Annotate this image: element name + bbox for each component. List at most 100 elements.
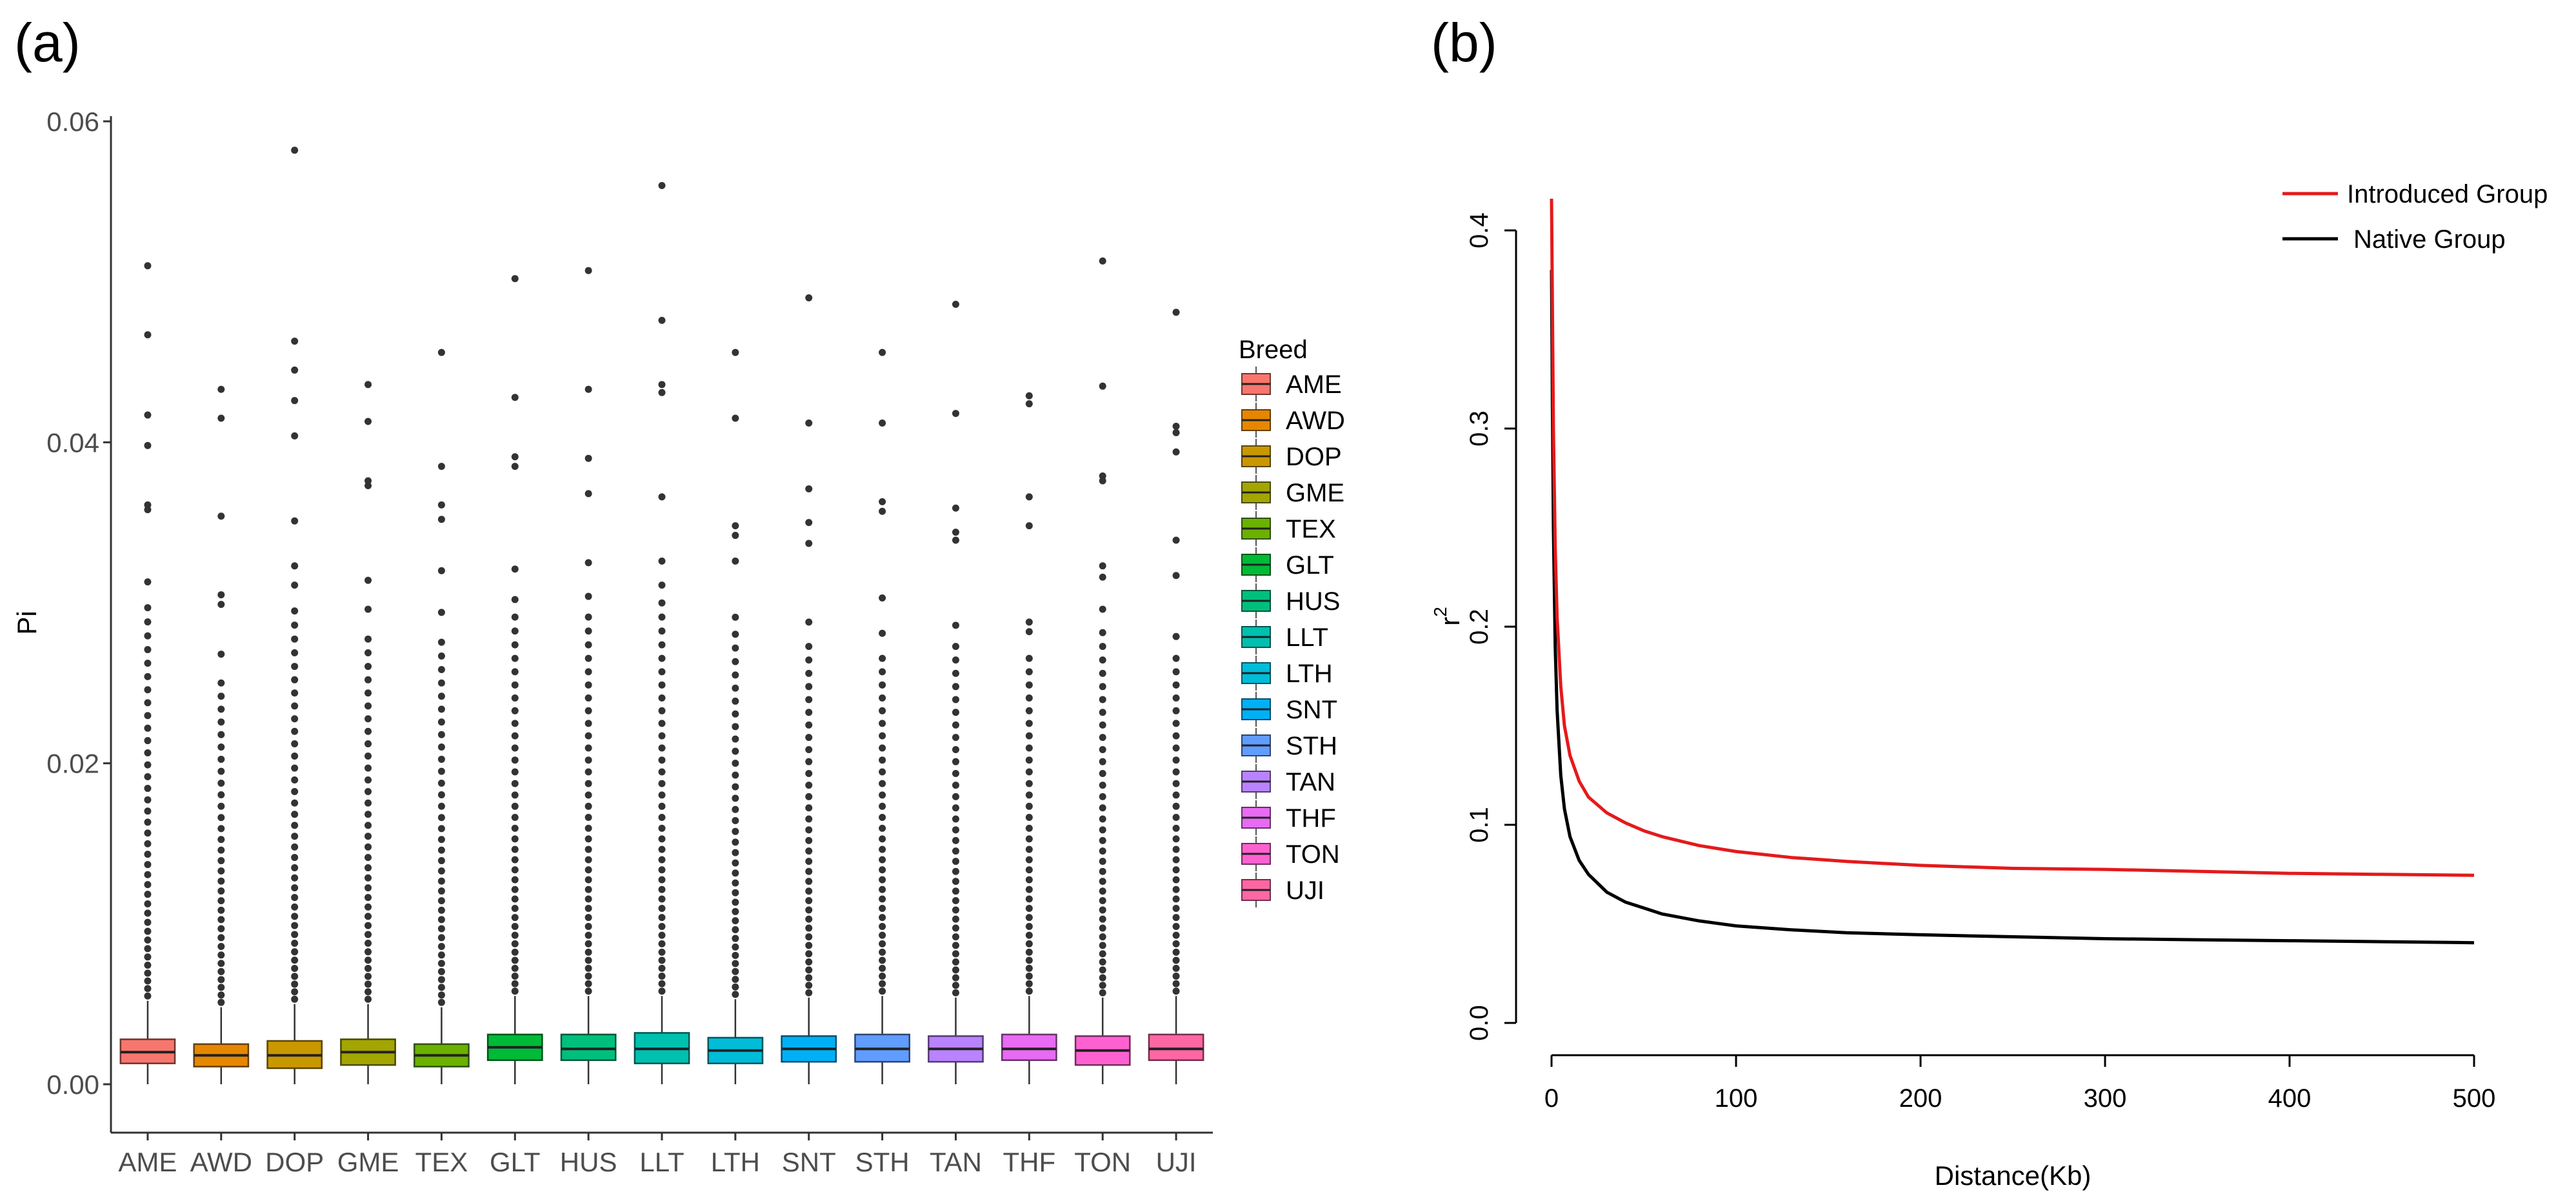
outlier-point [1099, 887, 1106, 895]
legend-label-tan: TAN [1286, 768, 1335, 796]
outlier-point [437, 692, 445, 700]
outlier-point [584, 780, 592, 787]
outlier-point [144, 871, 152, 878]
outlier-point [658, 581, 666, 589]
outlier-point [1025, 768, 1033, 776]
outlier-point [952, 958, 959, 966]
outlier-point [364, 811, 372, 818]
outlier-point [291, 940, 299, 947]
outlier-point [437, 516, 445, 523]
outlier-point [437, 877, 445, 885]
outlier-point [364, 988, 372, 996]
outlier-point [584, 914, 592, 922]
outlier-point [437, 652, 445, 660]
outlier-point [658, 940, 666, 947]
outlier-point [658, 744, 666, 752]
outlier-point [584, 987, 592, 995]
outlier-point [732, 869, 739, 877]
outlier-point [1172, 931, 1180, 939]
outlier-point [217, 705, 225, 713]
outlier-point [1025, 813, 1033, 821]
outlier-point [805, 867, 813, 875]
panel-a-x-tick-label: LLT [639, 1147, 684, 1177]
outlier-point [1025, 876, 1033, 884]
outlier-point [584, 490, 592, 498]
outlier-point [1099, 858, 1106, 865]
outlier-point [511, 394, 519, 401]
outlier-point [805, 519, 813, 527]
outlier-point [217, 857, 225, 865]
outlier-point [584, 592, 592, 600]
outlier-point [584, 768, 592, 776]
outlier-point [805, 887, 813, 895]
box-uji [1148, 1033, 1204, 1061]
outlier-point [879, 419, 886, 427]
outlier-point [1099, 804, 1106, 812]
outlier-point [1099, 721, 1106, 729]
outlier-point [658, 668, 666, 676]
outlier-point [1172, 632, 1180, 640]
outlier-point [1025, 964, 1033, 972]
outlier-point [805, 709, 813, 716]
legend-label-dop: DOP [1286, 443, 1342, 471]
outlier-point [291, 622, 299, 629]
outlier-point [879, 654, 886, 662]
outlier-point [1025, 628, 1033, 636]
series-line-introduced-group [1550, 198, 2475, 877]
outlier-point [1025, 522, 1033, 530]
outlier-point [1172, 744, 1180, 752]
panel-a-boxplot: (a) Pi AME AWD DOP GME TEX GLT HUS LLT LTH SNT STH… [12, 12, 1345, 1177]
outlier-point [217, 925, 225, 933]
outlier-point [291, 988, 299, 996]
outlier-point [144, 737, 152, 745]
outlier-point [1025, 732, 1033, 740]
outlier-point [291, 948, 299, 956]
outlier-point [511, 856, 519, 864]
outlier-point [291, 833, 299, 840]
outlier-point [511, 596, 519, 603]
outlier-point [1172, 972, 1180, 980]
outlier-point [1099, 966, 1106, 974]
legend-label-awd: AWD [1286, 407, 1345, 435]
panel-b-x-ticks: 0 100 200 300 400 500 [1544, 1055, 2495, 1113]
outlier-point [217, 743, 225, 751]
outlier-point [584, 856, 592, 864]
outlier-point [364, 605, 372, 613]
outlier-point [511, 802, 519, 810]
outlier-point [658, 813, 666, 821]
outlier-point [805, 847, 813, 855]
outlier-point [1099, 257, 1106, 265]
outlier-point [144, 829, 152, 837]
outlier-point [217, 934, 225, 942]
outlier-point [217, 718, 225, 726]
outlier-point [1172, 835, 1180, 843]
panel-a-x-ticks: AME AWD DOP GME TEX GLT HUS LLT LTH SNT STH TAN THF T… [118, 1133, 1197, 1177]
outlier-point [584, 866, 592, 874]
outlier-point [732, 747, 739, 755]
outlier-point [732, 723, 739, 731]
outlier-point [1025, 392, 1033, 399]
panel-b-x-tick-label: 300 [2084, 1084, 2127, 1113]
outlier-point [144, 712, 152, 720]
outlier-point [364, 676, 372, 683]
outlier-point [144, 441, 152, 449]
outlier-point [732, 613, 739, 621]
outlier-point [291, 607, 299, 615]
outlier-point [144, 992, 152, 1000]
outlier-point [952, 906, 959, 914]
outlier-point [1172, 780, 1180, 787]
panel-b-x-tick-label: 0 [1544, 1084, 1559, 1113]
outlier-point [217, 414, 225, 422]
outlier-point [1025, 856, 1033, 864]
outlier-point [364, 980, 372, 988]
outlier-point [217, 960, 225, 967]
outlier-point [952, 896, 959, 904]
outlier-point [1025, 923, 1033, 931]
panel-a-y-ticks: 0.00 0.02 0.04 0.06 [46, 106, 111, 1100]
outlier-point [217, 942, 225, 950]
outlier-point [1099, 896, 1106, 904]
outlier-point [732, 879, 739, 887]
outlier-point [291, 811, 299, 818]
outlier-point [732, 816, 739, 824]
outlier-point [584, 627, 592, 635]
